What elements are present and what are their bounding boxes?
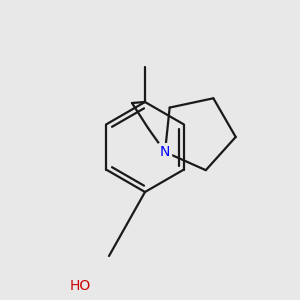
Text: HO: HO bbox=[70, 279, 91, 293]
Text: N: N bbox=[160, 145, 170, 159]
